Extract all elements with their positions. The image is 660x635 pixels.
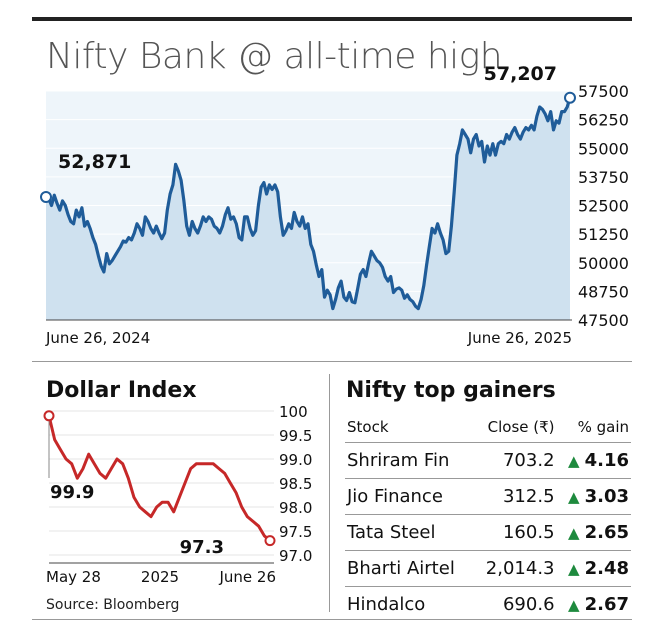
x-end-label: June 26, 2025 <box>467 329 572 347</box>
area-fill <box>46 97 570 320</box>
y-tick-label: 100 <box>279 403 308 421</box>
bottom-rule <box>32 619 632 620</box>
stock-name: Tata Steel <box>345 514 474 551</box>
gain-value: 4.16 <box>584 450 629 471</box>
gain-value: 3.03 <box>584 486 629 507</box>
close-price: 160.5 <box>473 514 557 551</box>
top-rule <box>32 17 632 21</box>
y-tick-label: 48750 <box>578 282 629 301</box>
gain-value: 2.67 <box>584 594 629 615</box>
y-tick-label: 55000 <box>578 139 629 158</box>
start-value-label: 52,871 <box>58 151 131 173</box>
gain-value: 2.48 <box>584 558 629 579</box>
y-tick-label: 52500 <box>578 197 629 216</box>
close-price: 703.2 <box>473 442 557 479</box>
gain-value: 2.65 <box>584 522 629 543</box>
triangle-up-icon: ▲ <box>568 524 580 542</box>
source-note: Source: Bloomberg <box>46 597 180 613</box>
y-tick-label: 99.0 <box>279 451 312 469</box>
start-value-label: 99.9 <box>50 482 94 503</box>
table-row: Jio Finance 312.5 ▲ 3.03 <box>345 478 631 515</box>
close-price: 312.5 <box>473 478 557 515</box>
close-price: 2,014.3 <box>473 550 557 587</box>
y-tick-label: 51250 <box>578 225 629 244</box>
vertical-divider <box>329 374 330 612</box>
x-start-label: June 26, 2024 <box>45 329 150 347</box>
stock-name: Bharti Airtel <box>345 550 474 587</box>
page-title: Nifty Bank @ all-time high <box>46 36 503 77</box>
gainers-header-row: Stock Close (₹) % gain <box>345 412 631 443</box>
triangle-up-icon: ▲ <box>568 452 580 470</box>
end-value-label: 57,207 <box>484 63 557 85</box>
triangle-up-icon: ▲ <box>568 596 580 614</box>
dollar-index-title: Dollar Index <box>46 378 197 403</box>
y-tick-label: 50000 <box>578 254 629 273</box>
y-tick-label: 47500 <box>578 311 629 330</box>
y-tick-label: 98.0 <box>279 499 312 517</box>
middle-rule <box>32 361 632 362</box>
y-tick-label: 99.5 <box>279 427 312 445</box>
stock-name: Shriram Fin <box>345 442 474 479</box>
triangle-up-icon: ▲ <box>568 488 580 506</box>
x-tick-label: May 28 <box>46 568 101 586</box>
y-tick-label: 57500 <box>578 82 629 101</box>
x-tick-label: 2025 <box>141 568 179 586</box>
nifty-bank-line <box>45 97 572 311</box>
gainers-title: Nifty top gainers <box>346 378 556 403</box>
stock-name: Hindalco <box>347 594 426 615</box>
header-close: Close (₹) <box>473 412 557 443</box>
end-value-label: 97.3 <box>180 537 224 558</box>
end-point-marker <box>264 535 276 547</box>
y-tick-label: 98.5 <box>279 475 312 493</box>
triangle-up-icon: ▲ <box>568 560 580 578</box>
x-tick-label: June 26 <box>218 568 276 586</box>
y-tick-label: 56250 <box>578 111 629 130</box>
stock-name: Jio Finance <box>345 478 474 515</box>
table-row: Tata Steel 160.5 ▲ 2.65 <box>345 514 631 551</box>
table-row: Shriram Fin 703.2 ▲ 4.16 <box>345 442 631 479</box>
dollar-index-line <box>47 415 271 542</box>
close-price: 690.6 <box>502 594 555 615</box>
start-point-marker <box>43 410 55 422</box>
table-row: Bharti Airtel 2,014.3 ▲ 2.48 <box>345 550 631 587</box>
header-gain: % gain <box>556 412 631 443</box>
y-tick-label: 97.5 <box>279 523 312 541</box>
table-row: Hindalco 690.6 ▲ 2.67 <box>345 587 631 623</box>
y-tick-label: 53750 <box>578 168 629 187</box>
end-point-marker <box>564 91 576 104</box>
gainers-table: Stock Close (₹) % gain Shriram Fin 703.2… <box>345 412 631 622</box>
dollar-index-chart: 100 99.5 99.0 98.5 98.0 97.5 97.0 99.9 97.3 May 2… <box>43 403 312 586</box>
header-stock: Stock <box>345 412 474 443</box>
nifty-bank-chart: 47500 48750 50000 51250 52500 53750 55000 56250… <box>40 63 629 347</box>
y-tick-label: 97.0 <box>279 547 312 565</box>
start-point-marker <box>40 191 52 204</box>
